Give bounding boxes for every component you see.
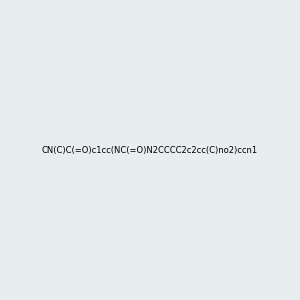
Text: CN(C)C(=O)c1cc(NC(=O)N2CCCC2c2cc(C)no2)ccn1: CN(C)C(=O)c1cc(NC(=O)N2CCCC2c2cc(C)no2)c… [42, 146, 258, 154]
